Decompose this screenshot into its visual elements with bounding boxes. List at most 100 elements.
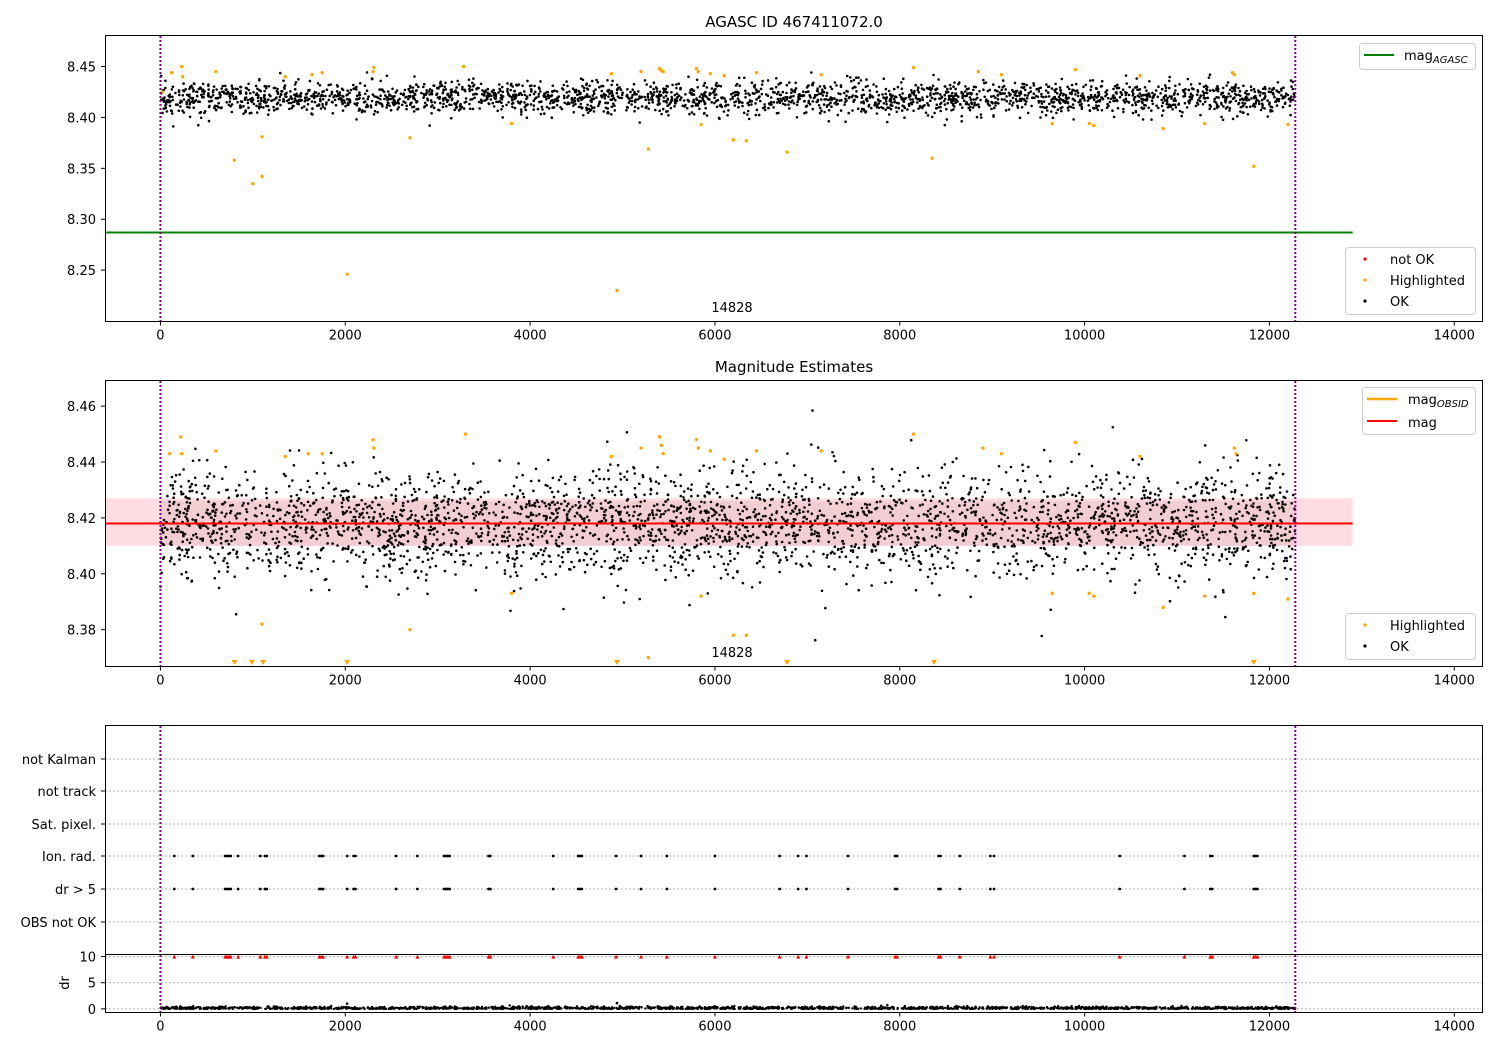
ok-point xyxy=(1265,487,1268,490)
ok-point xyxy=(633,105,637,109)
ok-point xyxy=(1202,96,1206,100)
ok-point xyxy=(708,98,711,101)
ok-point xyxy=(862,101,866,105)
ok-point xyxy=(253,497,257,501)
ok-point xyxy=(714,83,718,87)
ok-point xyxy=(602,110,606,113)
highlighted-point xyxy=(1138,73,1142,78)
ok-point xyxy=(769,100,773,104)
ok-point xyxy=(1186,77,1190,81)
ok-point xyxy=(945,107,948,111)
ok-point xyxy=(510,102,514,105)
ok-point xyxy=(974,574,977,578)
ok-point xyxy=(1078,491,1081,495)
ok-point xyxy=(1180,114,1183,118)
ok-point xyxy=(258,77,261,81)
ok-point xyxy=(785,91,788,95)
ok-point xyxy=(423,106,426,109)
ok-point xyxy=(448,103,451,107)
ok-point xyxy=(775,101,779,104)
ok-point xyxy=(630,96,634,99)
ok-point xyxy=(568,90,571,93)
ok-point xyxy=(510,98,514,102)
ok-point xyxy=(895,110,899,114)
ok-point xyxy=(1060,77,1064,81)
ok-point xyxy=(1193,552,1197,556)
ok-point xyxy=(300,545,304,549)
ok-point xyxy=(173,480,177,483)
ok-point xyxy=(836,102,839,106)
ok-point xyxy=(1207,76,1211,79)
ok-point xyxy=(471,97,474,101)
ok-point xyxy=(1104,90,1107,94)
ok-point xyxy=(1205,491,1209,495)
ok-point xyxy=(1268,464,1272,467)
highlighted-point xyxy=(372,65,376,70)
ok-point xyxy=(1239,94,1242,98)
ok-point xyxy=(453,473,457,476)
ok-point xyxy=(874,101,877,104)
ok-point xyxy=(187,479,190,483)
ok-point xyxy=(1220,115,1223,119)
ok-point xyxy=(509,575,512,578)
ok-point xyxy=(185,551,189,555)
figure-title: AGASC ID 467411072.0 xyxy=(705,13,883,31)
ok-point xyxy=(724,100,727,104)
ok-point xyxy=(713,89,716,92)
ok-point xyxy=(1201,485,1204,489)
ok-point xyxy=(1055,111,1058,115)
ok-point xyxy=(506,90,509,93)
ok-point xyxy=(348,101,352,104)
ok-point xyxy=(252,102,256,106)
ok-point xyxy=(342,490,346,493)
ok-point xyxy=(1203,100,1207,104)
ok-point xyxy=(935,103,939,106)
ok-point xyxy=(805,104,809,108)
ok-point xyxy=(262,96,266,99)
ok-point xyxy=(234,87,237,91)
ok-point xyxy=(671,83,674,87)
ok-point xyxy=(353,495,356,499)
ok-point xyxy=(916,101,919,104)
ok-point xyxy=(715,105,719,109)
ok-point xyxy=(817,104,821,107)
ok-point xyxy=(447,95,451,98)
ok-point xyxy=(1261,106,1264,109)
ok-point xyxy=(539,548,543,552)
ok-point xyxy=(1244,95,1248,99)
ok-point xyxy=(896,85,900,89)
ok-point xyxy=(1237,101,1241,105)
ok-point xyxy=(794,482,798,485)
ok-point xyxy=(355,103,359,107)
ok-point xyxy=(794,562,798,565)
highlighted-point xyxy=(509,121,514,126)
ok-point xyxy=(761,106,765,110)
ok-point xyxy=(446,93,449,96)
ok-point xyxy=(669,101,672,104)
ok-point xyxy=(255,111,259,114)
ok-point xyxy=(854,76,858,79)
ok-point xyxy=(1062,92,1065,96)
ok-point xyxy=(574,102,577,106)
ok-point xyxy=(652,93,655,97)
ok-point xyxy=(1027,490,1031,493)
ok-point xyxy=(1050,98,1053,102)
ok-point xyxy=(408,84,412,88)
ok-point xyxy=(1174,106,1178,109)
ok-point xyxy=(1242,84,1245,87)
ok-point xyxy=(428,124,432,127)
ok-point xyxy=(634,98,638,101)
ok-point xyxy=(735,496,739,500)
ok-point xyxy=(852,78,856,82)
ok-point xyxy=(972,85,976,89)
ok-point xyxy=(907,104,911,107)
ok-point xyxy=(293,97,297,100)
ok-point xyxy=(1234,99,1238,103)
ok-point xyxy=(1034,94,1038,98)
ok-point xyxy=(933,111,936,115)
ok-point xyxy=(788,107,791,110)
ok-point xyxy=(969,98,973,101)
ok-point xyxy=(911,553,915,557)
ok-point xyxy=(772,106,775,109)
ok-point xyxy=(164,106,168,110)
